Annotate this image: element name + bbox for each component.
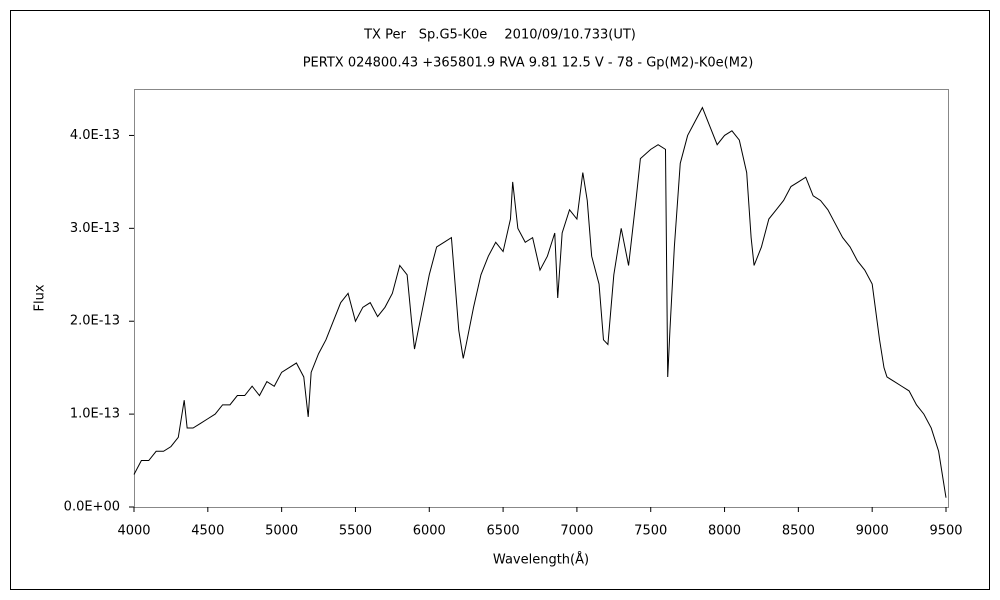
x-tick-label: 6500 bbox=[487, 524, 520, 539]
x-tick-label: 8000 bbox=[708, 524, 741, 539]
spectrum-line bbox=[133, 106, 947, 498]
y-tick-label: 1.0E-13 bbox=[70, 407, 120, 422]
chart-subtitle: PERTX 024800.43 +365801.9 RVA 9.81 12.5 … bbox=[303, 56, 754, 71]
y-tick-label: 4.0E-13 bbox=[70, 128, 120, 143]
x-axis-label: Wavelength(Å) bbox=[493, 552, 589, 568]
y-axis-label: Flux bbox=[33, 284, 48, 311]
chart-title: TX Per Sp.G5-K0e 2010/09/10.733(UT) bbox=[363, 28, 636, 43]
x-tick-label: 5500 bbox=[339, 524, 372, 539]
x-tick-label: 9500 bbox=[929, 524, 962, 539]
chart-border bbox=[10, 10, 990, 590]
y-tick-label: 0.0E+00 bbox=[64, 500, 120, 515]
x-tick-label: 6000 bbox=[413, 524, 446, 539]
x-tick-label: 7500 bbox=[634, 524, 667, 539]
x-tick-label: 4500 bbox=[191, 524, 224, 539]
x-tick-label: 4000 bbox=[117, 524, 150, 539]
x-tick-label: 9000 bbox=[856, 524, 889, 539]
plot-area bbox=[134, 89, 949, 508]
x-tick-label: 5000 bbox=[265, 524, 298, 539]
y-tick-label: 2.0E-13 bbox=[70, 314, 120, 329]
y-tick-label: 3.0E-13 bbox=[70, 221, 120, 236]
x-tick-label: 7000 bbox=[560, 524, 593, 539]
x-tick-label: 8500 bbox=[782, 524, 815, 539]
